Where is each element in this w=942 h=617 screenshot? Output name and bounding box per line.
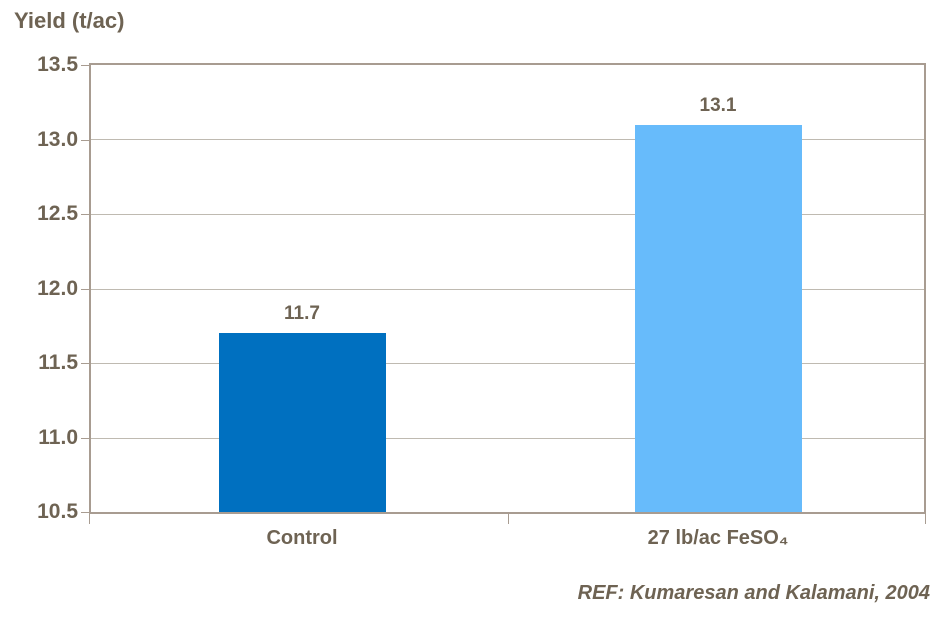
- bar-feso4: [635, 125, 802, 512]
- x-tick-mark: [925, 514, 926, 524]
- x-category-label: Control: [266, 527, 338, 549]
- y-tick-mark: [81, 512, 89, 513]
- y-tick-mark: [81, 214, 89, 215]
- y-tick-label: 11.5: [38, 351, 78, 374]
- y-tick-label: 13.0: [37, 128, 78, 151]
- x-tick-mark: [508, 514, 509, 524]
- reference-caption: REF: Kumaresan and Kalamani, 2004: [577, 582, 930, 604]
- y-axis-title: Yield (t/ac): [14, 8, 125, 33]
- bar-value-label: 11.7: [284, 303, 320, 324]
- y-tick-mark: [81, 65, 89, 66]
- plot-area: [89, 63, 926, 514]
- y-tick-mark: [81, 438, 89, 439]
- y-tick-mark: [81, 363, 89, 364]
- y-tick-label: 11.0: [38, 426, 78, 449]
- gridline: [91, 139, 924, 140]
- gridline: [91, 438, 924, 439]
- y-tick-mark: [81, 140, 89, 141]
- y-tick-mark: [81, 289, 89, 290]
- x-tick-mark: [89, 514, 90, 524]
- gridline: [91, 363, 924, 364]
- gridline: [91, 289, 924, 290]
- bar-control: [219, 333, 386, 512]
- y-tick-label: 12.0: [37, 277, 78, 300]
- y-tick-label: 10.5: [37, 500, 78, 523]
- gridline: [91, 214, 924, 215]
- x-category-label: 27 lb/ac FeSO₄: [647, 527, 789, 549]
- y-tick-label: 12.5: [37, 202, 78, 225]
- bar-value-label: 13.1: [699, 95, 737, 116]
- y-tick-label: 13.5: [37, 53, 78, 76]
